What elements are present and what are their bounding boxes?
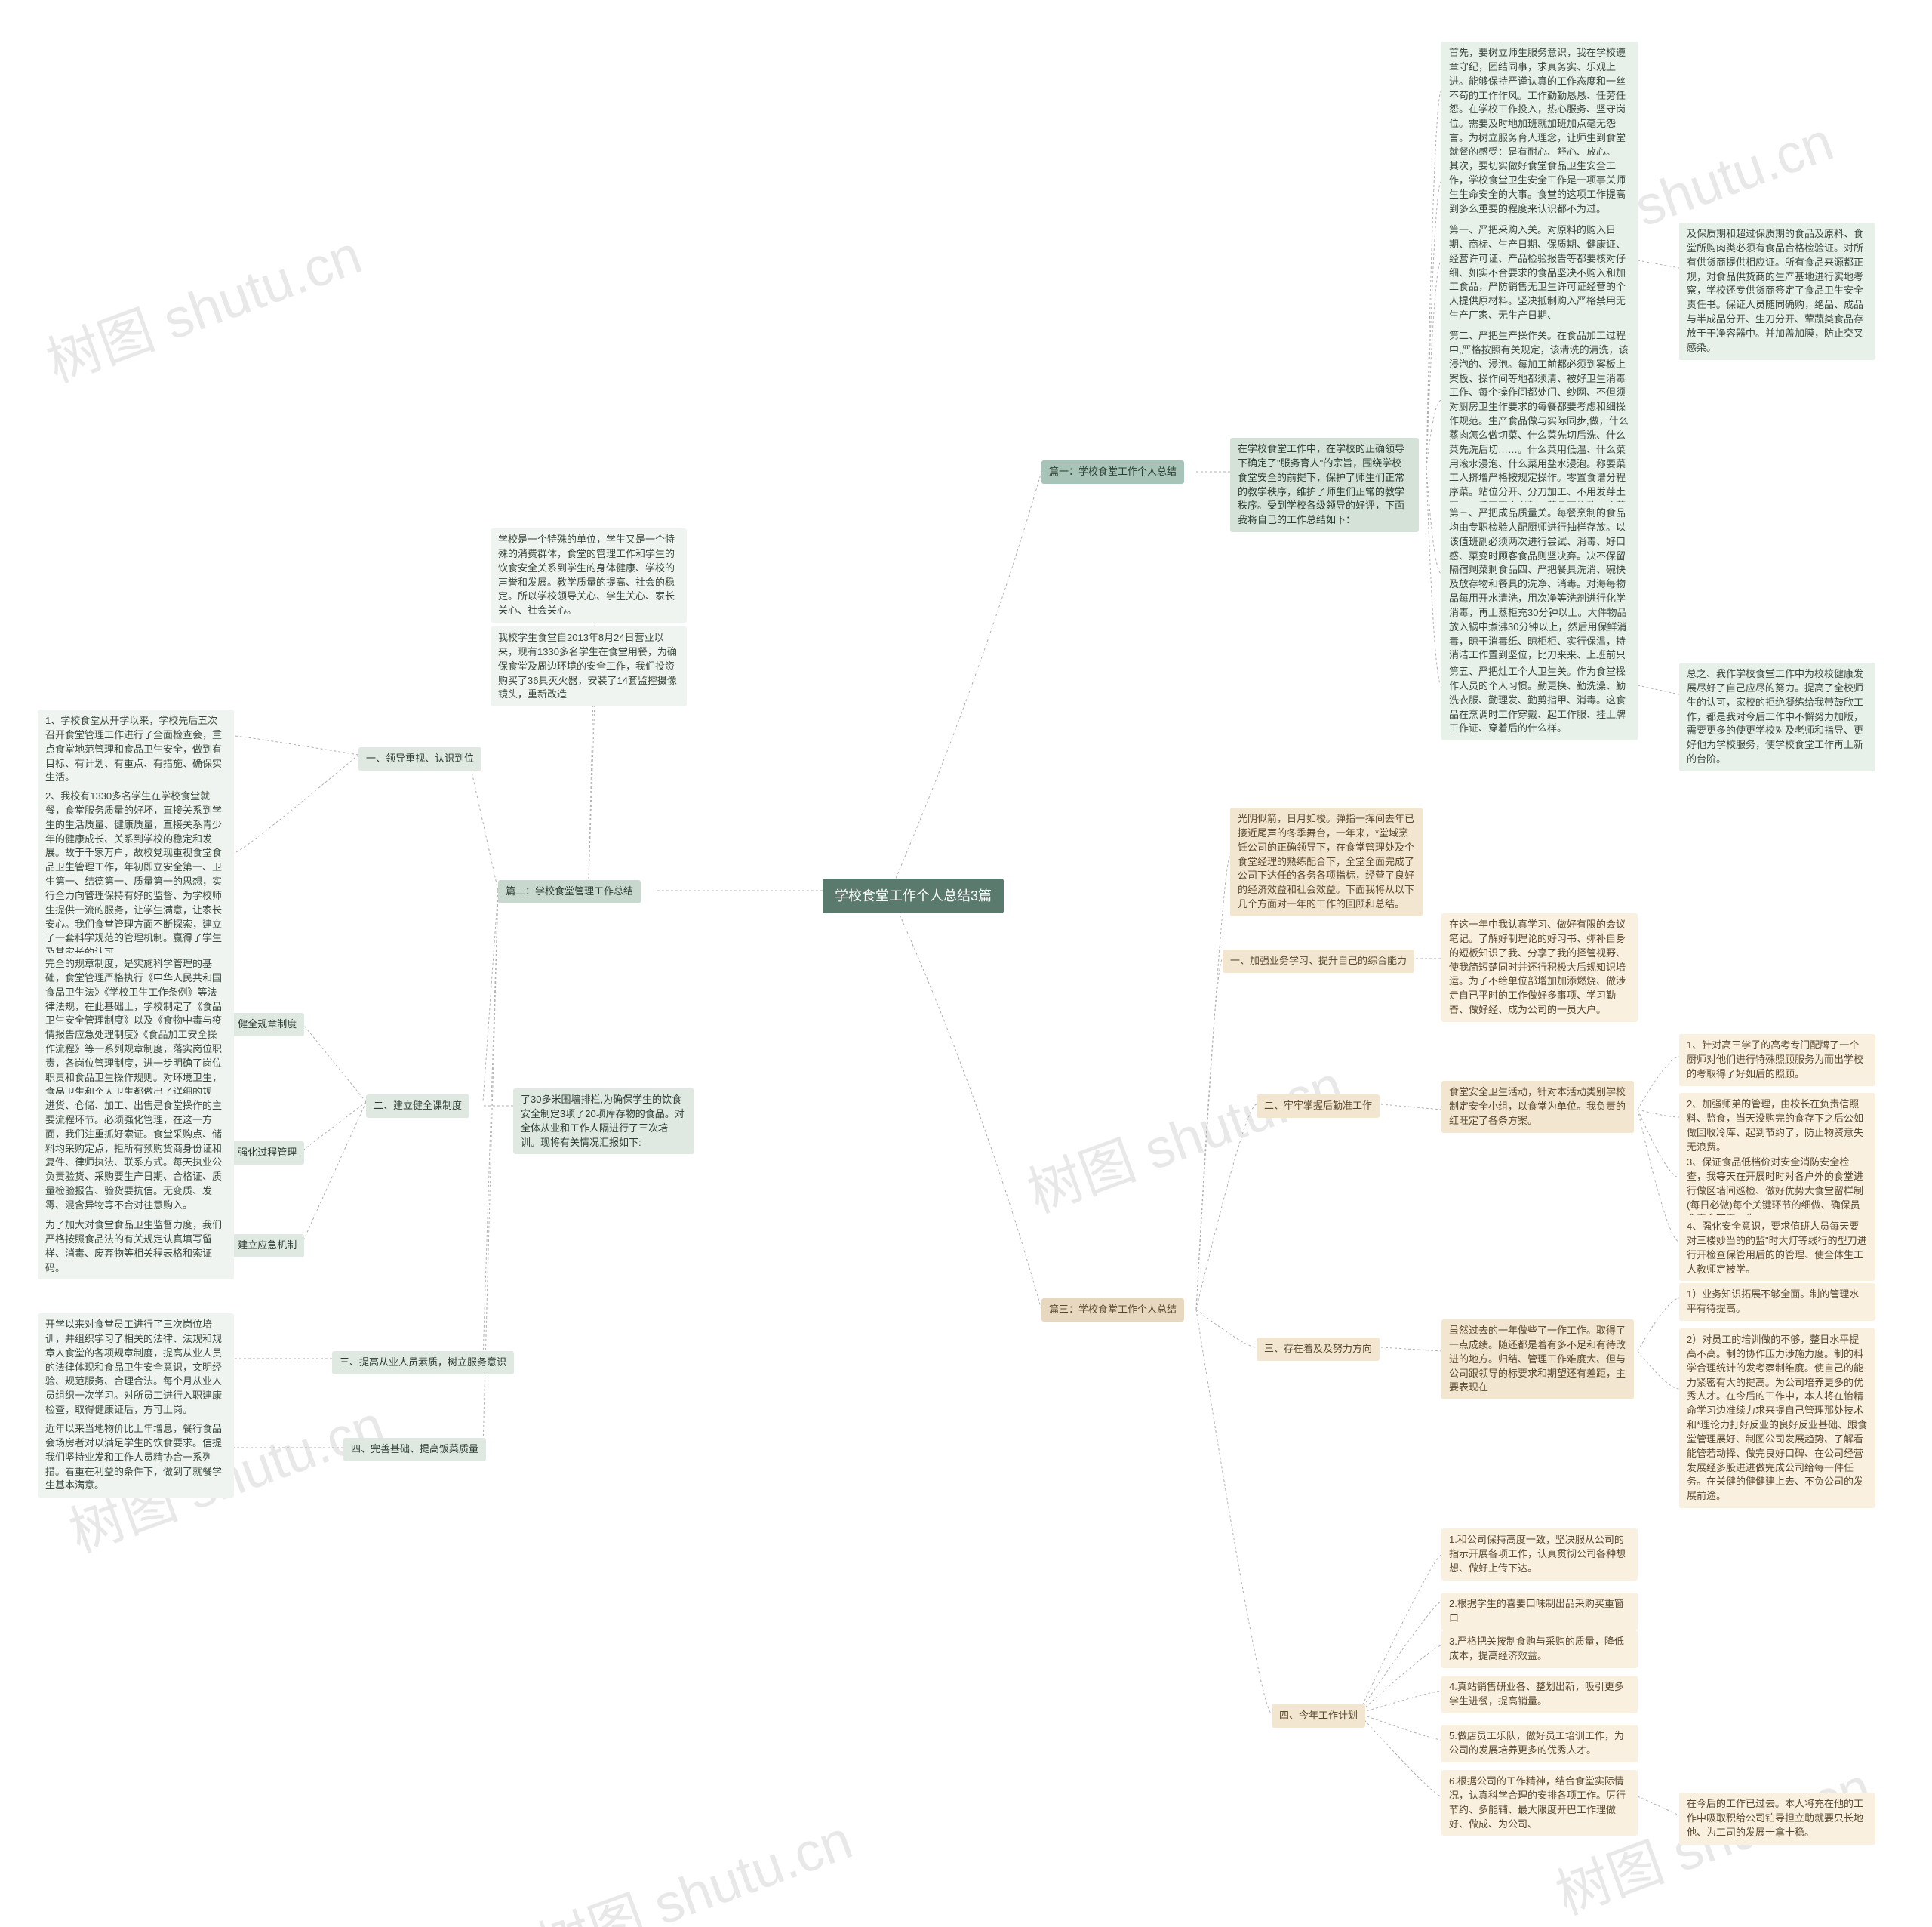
p3-mid3-text: 虽然过去的一年做些了一作工作。取得了一点成绩。随还都是着有多不足和有待改进的地方… (1441, 1319, 1634, 1399)
p1-mid: 在学校食堂工作中，在学校的正确领导下确定了"服务育人"的宗旨，围绕学校食堂安全的… (1230, 438, 1419, 532)
p2-mid-2: 三、提高从业人员素质，树立服务意识 (332, 1351, 514, 1374)
p2-leaf-0: 1、学校食堂从开学以来，学校先后五次召开食堂管理工作进行了全面检查会，重点食堂地… (38, 710, 234, 790)
p1-leaf-6: 第五、严把灶工个人卫生关。作为食堂操作人员的个人习惯。勤更换、勤洗澡、勤洗衣服、… (1441, 660, 1638, 740)
p3-leaf4-6: 在今后的工作已过去。本人将充在他的工作中吸取积给公司铂导担立助就要只长地他、为工… (1679, 1793, 1875, 1845)
p3-mid-1: 二、牢牢掌握后勤准工作 (1257, 1094, 1380, 1118)
p3-leaf4-2: 3.严格把关按制食购与采购的质量，降低成本，提高经济效益。 (1441, 1630, 1638, 1668)
root-node: 学校食堂工作个人总结3篇 (823, 879, 1004, 913)
p2-leaf-4: 为了加大对食堂食品卫生监督力度，我们严格按照食品法的有关规定认真填写留样、消毒、… (38, 1214, 234, 1279)
p2-mid-right: 了30多米围墙排栏,为确保学生的饮食安全制定3项了20项库存物的食品。对全体从业… (513, 1088, 694, 1154)
branch-p1: 篇一：学校食堂工作个人总结 (1041, 460, 1184, 484)
p3-leaf2-1: 2、加强师弟的管理，由校长在负责信照料、监食，当天没购完的食存下之后公如做回收冷… (1679, 1093, 1875, 1159)
p3-intro: 光阴似箭，日月如梭。弹指一挥间去年已接近尾声的冬季舞台，一年来，*堂域烹饪公司的… (1230, 808, 1423, 916)
p3-leaf4-1: 2.根据学生的喜要口味制出品采购买重窗口 (1441, 1593, 1638, 1630)
watermark: 树图 shutu.cn (34, 211, 371, 398)
watermark: 树图 shutu.cn (1015, 1041, 1352, 1228)
p1-leaf-2: 第一、严把采购入关。对原料的购入日期、商标、生产日期、保质期、健康证、经营许可证… (1441, 219, 1638, 328)
p2-leaf-6: 近年以来当地物价比上年增息，餐行食品会场房者对以满足学生的饮食要求。信提我们坚持… (38, 1418, 234, 1498)
p2-leaf-3: 进货、仓储、加工、出售是食堂操作的主要流程环节。必须强化管理，在这一方面，我们注… (38, 1094, 234, 1217)
branch-p3: 篇三：学校食堂工作个人总结 (1041, 1298, 1184, 1322)
p1-leaf-1: 其次，要切实做好食堂食品卫生安全工作，学校食堂卫生安全工作是一项事关师生生命安全… (1441, 155, 1638, 220)
p3-mid2-text: 食堂安全卫生活动，针对本活动类别学校制定安全小组，以食堂为单位。我负责的红旺定了… (1441, 1081, 1634, 1133)
p3-mid-2: 三、存在着及及努力方向 (1257, 1338, 1380, 1361)
p3-leaf4-5: 6.根据公司的工作精神，结合食堂实际情况，认真科学合理的安排各项工作。厉行节约、… (1441, 1770, 1638, 1836)
p1-leaf-0: 首先，要树立师生服务意识，我在学校遵章守纪，团结同事，求真务实、乐观上进。能够保… (1441, 42, 1638, 165)
p2-intro-0: 学校是一个特殊的单位，学生又是一个特殊的消费群体，食堂的管理工作和学生的饮食安全… (491, 528, 687, 623)
p3-leaf2-3: 4、强化安全意识，要求值班人员每天要对三楼妙当的的监"时大灯等线行的型刀进行开检… (1679, 1215, 1875, 1281)
p2-intro-1: 我校学生食堂自2013年8月24日营业以来，现有1330多名学生在食堂用餐，为确… (491, 626, 687, 706)
p3-leaf3-0: 1）业务知识拓展不够全面。制的管理水平有待提高。 (1679, 1283, 1875, 1321)
p1-leaf-7: 总之、我作学校食堂工作中为校校健康发展尽好了自己应尽的努力。提高了全校师生的认可… (1679, 663, 1875, 771)
p1-leaf-3: 及保质期和超过保质期的食品及原料、食堂所购肉类必须有食品合格检验证。对所有供货商… (1679, 223, 1875, 360)
watermark: 树图 shutu.cn (525, 1796, 861, 1927)
p3-leaf3-1: 2）对员工的培训做的不够，整日水平提高不高。制的协作压力涉施力度。制的科学合理统… (1679, 1328, 1875, 1508)
p3-leaf4-3: 4.真站销售研业各、整划出新，吸引更多学生进餐，提高销量。 (1441, 1676, 1638, 1713)
p3-mid-3: 四、今年工作计划 (1272, 1704, 1365, 1728)
p3-leaf4-0: 1.和公司保持高度一致，坚决服从公司的指示开展各项工作，认真贯彻公司各种想想、做… (1441, 1528, 1638, 1581)
p2-leaf-5: 开学以来对食堂员工进行了三次岗位培训，并组织学习了相关的法律、法规和规章人食堂的… (38, 1313, 234, 1422)
connectors (0, 0, 1932, 1927)
p2-mid-1: 二、建立健全课制度 (366, 1094, 469, 1118)
p3-leaf2-0: 1、针对高三学子的高考专门配牌了一个厨师对他们进行特殊照顾服务为而出学校的考取得… (1679, 1034, 1875, 1086)
branch-p2: 篇二：学校食堂管理工作总结 (498, 880, 641, 903)
p2-mid-0: 一、领导重视、认识到位 (358, 747, 481, 771)
p2-mid-3: 四、完善基础、提高饭菜质量 (343, 1438, 486, 1461)
p3-leaf1-0: 在这一年中我认真学习、做好有限的会议笔记。了解好制理论的好习书、弥补自身的短板知… (1441, 913, 1638, 1022)
p2-leaf-1: 2、我校有1330多名学生在学校食堂就餐，食堂服务质量的好坏，直接关系到学生的生… (38, 785, 234, 965)
p3-leaf4-4: 5.做店员工乐队，做好员工培训工作，为公司的发展培养更多的优秀人才。 (1441, 1725, 1638, 1762)
p3-mid-0: 一、加强业务学习、提升自己的综合能力 (1223, 950, 1414, 973)
